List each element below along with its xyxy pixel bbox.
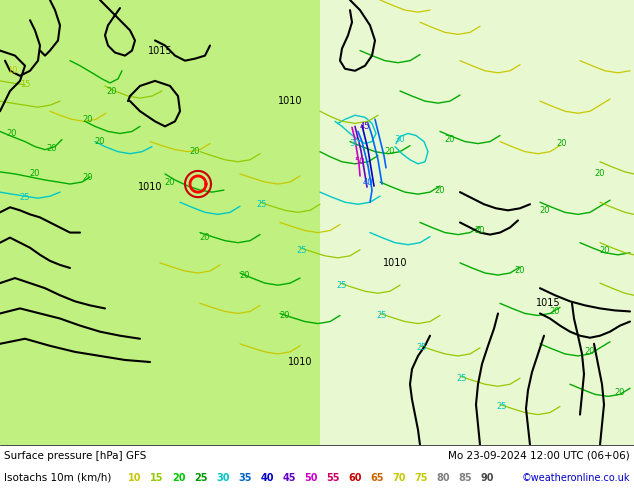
Text: 15: 15 <box>150 473 164 483</box>
Text: 60: 60 <box>348 473 362 483</box>
Text: 20: 20 <box>30 170 40 178</box>
Text: 20: 20 <box>200 233 210 242</box>
Text: 20: 20 <box>585 347 595 356</box>
Text: 25: 25 <box>417 343 427 352</box>
Text: 20: 20 <box>615 388 625 397</box>
Text: 20: 20 <box>540 206 550 215</box>
Text: 85: 85 <box>458 473 472 483</box>
Text: 20: 20 <box>107 87 117 96</box>
Text: 20: 20 <box>550 307 560 316</box>
Text: Isotachs 10m (km/h): Isotachs 10m (km/h) <box>4 473 112 483</box>
Text: 10: 10 <box>128 473 142 483</box>
Text: 25: 25 <box>337 281 347 290</box>
Text: 30: 30 <box>216 473 230 483</box>
Text: 20: 20 <box>190 147 200 156</box>
Text: 25: 25 <box>297 246 307 255</box>
Text: 70: 70 <box>392 473 406 483</box>
Text: 45: 45 <box>359 122 370 131</box>
Text: 20: 20 <box>600 246 611 255</box>
Text: 20: 20 <box>94 137 105 146</box>
Text: 20: 20 <box>172 473 186 483</box>
Text: 1015: 1015 <box>536 298 560 308</box>
Text: 75: 75 <box>414 473 428 483</box>
Text: 10: 10 <box>7 66 17 75</box>
Text: 65: 65 <box>370 473 384 483</box>
Text: 1010: 1010 <box>383 258 407 268</box>
Text: ©weatheronline.co.uk: ©weatheronline.co.uk <box>522 473 630 483</box>
Text: 25: 25 <box>377 311 387 320</box>
Text: 25: 25 <box>456 374 467 383</box>
Text: 40: 40 <box>260 473 274 483</box>
Text: 25: 25 <box>20 193 30 202</box>
Text: 20: 20 <box>83 115 93 124</box>
Text: 1010: 1010 <box>278 96 302 106</box>
Text: 1010: 1010 <box>288 357 313 367</box>
Bar <box>320 0 634 445</box>
Text: 30: 30 <box>395 135 405 144</box>
Text: 20: 20 <box>515 267 525 275</box>
Text: 20: 20 <box>557 139 567 148</box>
Text: 25: 25 <box>257 200 268 209</box>
Text: 35: 35 <box>238 473 252 483</box>
Text: 20: 20 <box>47 144 57 153</box>
Text: 20: 20 <box>444 135 455 144</box>
Text: 40: 40 <box>363 177 373 187</box>
Text: 15: 15 <box>20 80 30 90</box>
Text: 80: 80 <box>436 473 450 483</box>
Text: 55: 55 <box>327 473 340 483</box>
Text: 25: 25 <box>194 473 208 483</box>
Text: 20: 20 <box>595 170 605 178</box>
Text: 20: 20 <box>280 311 290 320</box>
Text: 20: 20 <box>83 173 93 182</box>
Text: 30: 30 <box>350 139 360 148</box>
Text: Surface pressure [hPa] GFS: Surface pressure [hPa] GFS <box>4 451 146 461</box>
Text: 1015: 1015 <box>148 46 172 55</box>
Text: 25: 25 <box>497 402 507 411</box>
Text: 90: 90 <box>480 473 494 483</box>
Text: 20: 20 <box>385 147 395 156</box>
Text: 20: 20 <box>435 186 445 195</box>
Text: 20: 20 <box>7 129 17 138</box>
Text: 50: 50 <box>304 473 318 483</box>
Text: 1010: 1010 <box>138 182 162 192</box>
Text: 45: 45 <box>282 473 295 483</box>
Text: 20: 20 <box>240 270 250 279</box>
Text: Mo 23-09-2024 12:00 UTC (06+06): Mo 23-09-2024 12:00 UTC (06+06) <box>448 451 630 461</box>
Bar <box>0 0 320 445</box>
Text: 20: 20 <box>165 177 175 187</box>
Text: 20: 20 <box>475 226 485 235</box>
Text: 50: 50 <box>355 157 365 166</box>
